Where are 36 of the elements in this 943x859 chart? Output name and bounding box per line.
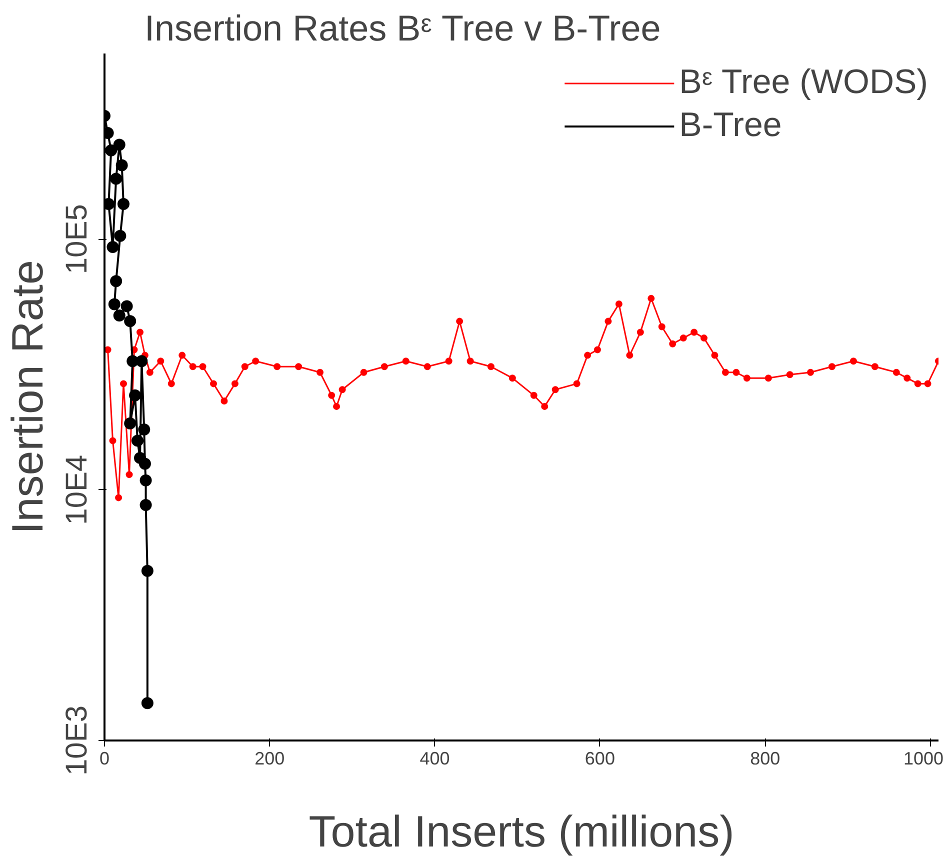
x-tick-label: 0 — [99, 748, 110, 768]
x-tick-label: 400 — [420, 748, 450, 768]
point — [136, 355, 148, 368]
point — [105, 144, 118, 156]
y-tick-label: 10E3 — [60, 705, 94, 776]
point — [113, 309, 126, 322]
point — [110, 172, 122, 185]
point — [124, 315, 136, 328]
point — [138, 424, 150, 436]
point — [140, 498, 152, 511]
point — [114, 230, 126, 242]
point — [140, 474, 152, 486]
y-tick-label: 10E5 — [60, 204, 94, 274]
point — [129, 389, 142, 402]
point — [110, 275, 122, 288]
x-tick-label: 1000 — [903, 748, 943, 768]
point — [138, 458, 151, 470]
x-tick-label: 600 — [584, 748, 615, 768]
point — [132, 434, 144, 447]
legend-label: B-Tree — [679, 106, 782, 145]
point — [108, 298, 120, 310]
point — [124, 417, 136, 430]
point — [120, 300, 133, 312]
point — [106, 241, 119, 253]
chart-title: Insertion Rates Bᵋ Tree v B-Tree — [144, 8, 661, 48]
y-axis-title: Insertion Rate — [4, 260, 52, 534]
x-axis-title: Total Inserts (millions) — [308, 808, 734, 856]
x-tick-label: 200 — [254, 748, 285, 768]
y-tick-label: 10E4 — [60, 454, 94, 525]
point — [141, 564, 154, 577]
point — [117, 198, 130, 210]
point — [116, 159, 128, 172]
legend-label: Bᵋ Tree (WODS) — [679, 63, 928, 102]
point — [113, 138, 126, 151]
x-tick-label: 800 — [750, 748, 780, 768]
point — [141, 697, 154, 710]
